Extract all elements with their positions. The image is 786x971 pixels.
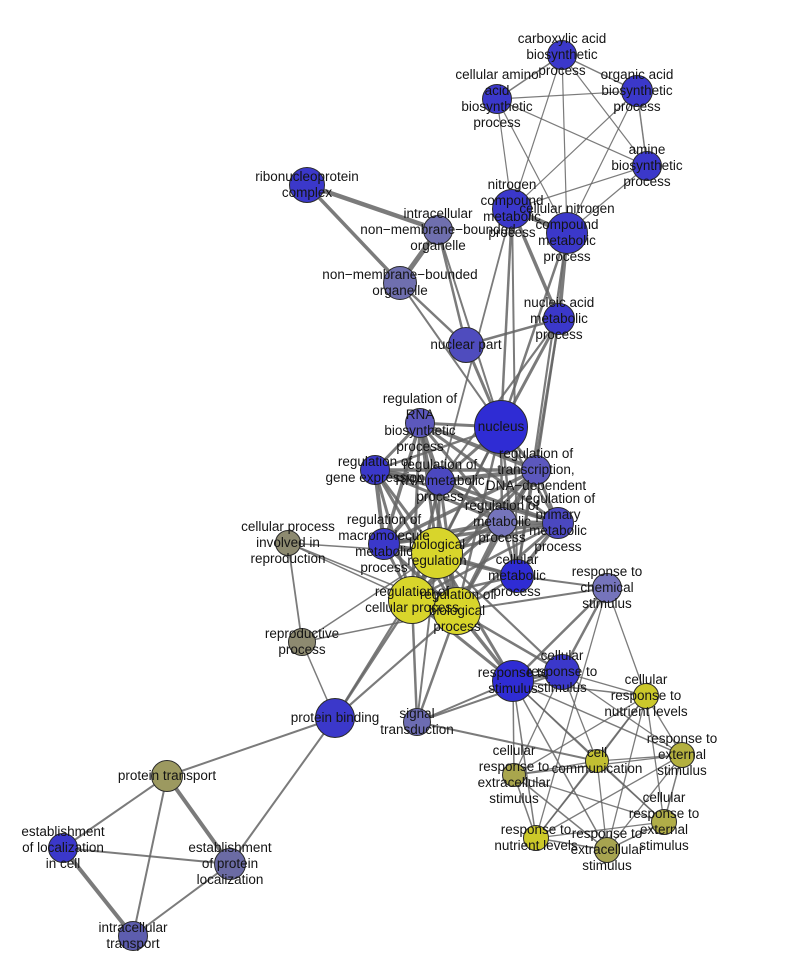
- node-biological-regulation[interactable]: [411, 527, 463, 579]
- edge-organic-acid-biosynthetic--cellular-nitrogen-compound-metabolic: [566, 90, 638, 234]
- edge-cellular-response-stimulus--cellular-response-extracellular: [513, 671, 563, 776]
- node-signal-transduction[interactable]: [403, 708, 431, 736]
- node-reg-rna-biosynthetic[interactable]: [405, 408, 435, 438]
- node-response-chemical[interactable]: [592, 573, 622, 603]
- node-ribonucleoprotein-complex[interactable]: [289, 167, 325, 203]
- node-cellular-process-reproduction[interactable]: [275, 530, 301, 556]
- node-nucleic-acid-metabolic[interactable]: [543, 303, 575, 335]
- edge-cellular-process-reproduction--reproductive-process: [287, 542, 303, 643]
- node-cellular-response-nutrient[interactable]: [633, 683, 659, 709]
- edge-organic-acid-biosynthetic--cellular-amino-acid-biosynthetic: [496, 90, 638, 100]
- edge-cellular-response-extracellular--cellular-response-external: [513, 774, 665, 823]
- edge-establishment-localization-cell--establishment-protein-localization: [62, 847, 231, 865]
- node-cellular-amino-acid-biosynthetic[interactable]: [482, 84, 512, 114]
- node-cell-communication[interactable]: [585, 749, 609, 773]
- edge-intracellular-transport--establishment-protein-localization: [132, 863, 231, 937]
- node-reg-macromolecule-metabolic[interactable]: [368, 528, 400, 560]
- edge-establishment-localization-cell--intracellular-transport: [61, 846, 135, 938]
- edge-reg-rna-metabolic--reg-primary-metabolic: [439, 479, 559, 525]
- edge-response-stimulus--response-extracellular: [512, 680, 608, 851]
- edge-cellular-response-external--response-nutrient: [535, 821, 665, 839]
- edge-carboxylic-acid-biosynthetic--cellular-nitrogen-compound-metabolic: [561, 54, 568, 234]
- edge-ribonucleoprotein-complex--intracellular-non-membrane-bounded-organelle: [306, 182, 439, 233]
- edge-cellular-response-nutrient--cellular-response-extracellular: [513, 695, 647, 776]
- edge-ribonucleoprotein-complex--non-membrane-bounded-organelle: [305, 183, 402, 285]
- node-intracellular-transport[interactable]: [118, 921, 148, 951]
- edge-response-chemical--response-nutrient: [535, 587, 608, 839]
- edge-protein-transport--establishment-localization-cell: [62, 775, 168, 849]
- edge-reproductive-process--reg-biological-process: [301, 610, 458, 643]
- node-nuclear-part[interactable]: [448, 327, 484, 363]
- edge-response-chemical--reg-biological-process: [456, 587, 608, 612]
- edge-cellular-amino-acid-biosynthetic--cellular-nitrogen-compound-metabolic: [496, 98, 568, 234]
- node-protein-binding[interactable]: [315, 698, 355, 738]
- edge-cellular-response-stimulus--biological-regulation: [436, 552, 563, 673]
- edge-response-stimulus--response-external: [512, 680, 683, 756]
- node-reg-primary-metabolic[interactable]: [542, 507, 574, 539]
- node-response-extracellular[interactable]: [594, 837, 620, 863]
- edge-protein-transport--establishment-protein-localization: [165, 774, 232, 866]
- node-cellular-response-external[interactable]: [651, 809, 677, 835]
- node-reg-biological-process[interactable]: [433, 587, 481, 635]
- node-non-membrane-bounded-organelle[interactable]: [383, 266, 417, 300]
- edge-nitrogen-compound-metabolic--nucleus: [499, 208, 514, 428]
- node-reg-transcription[interactable]: [521, 455, 551, 485]
- node-cellular-response-stimulus[interactable]: [544, 654, 580, 690]
- node-reg-gene-expression[interactable]: [360, 455, 390, 485]
- node-cellular-metabolic[interactable]: [500, 559, 534, 593]
- edge-nucleic-acid-metabolic--cellular-metabolic: [515, 318, 561, 577]
- node-reproductive-process[interactable]: [288, 628, 316, 656]
- edge-reg-rna-biosynthetic--reg-metabolic: [418, 422, 504, 523]
- edge-cellular-response-nutrient--response-extracellular: [606, 695, 647, 851]
- edge-nitrogen-compound-metabolic--cellular-metabolic: [511, 208, 518, 577]
- edge-signal-transduction--cell-communication: [416, 721, 598, 762]
- node-response-stimulus[interactable]: [492, 660, 534, 702]
- node-cellular-nitrogen-compound-metabolic[interactable]: [546, 212, 588, 254]
- node-reg-rna-metabolic[interactable]: [425, 466, 455, 496]
- node-cellular-response-extracellular[interactable]: [502, 763, 526, 787]
- edge-response-chemical--cellular-response-nutrient: [606, 587, 647, 697]
- node-amine-biosynthetic[interactable]: [632, 151, 662, 181]
- node-protein-transport[interactable]: [151, 760, 183, 792]
- edge-carboxylic-acid-biosynthetic--amine-biosynthetic: [561, 54, 648, 167]
- edge-amine-biosynthetic--nitrogen-compound-metabolic: [511, 165, 648, 210]
- node-establishment-protein-localization[interactable]: [214, 848, 246, 880]
- edge-cellular-amino-acid-biosynthetic--amine-biosynthetic: [496, 98, 648, 167]
- edge-response-stimulus--response-chemical: [512, 587, 608, 682]
- node-establishment-localization-cell[interactable]: [48, 833, 78, 863]
- edge-organic-acid-biosynthetic--nitrogen-compound-metabolic: [511, 90, 638, 210]
- edge-reg-transcription--reg-rna-metabolic: [439, 467, 537, 484]
- edge-response-stimulus--response-nutrient: [512, 680, 537, 839]
- node-intracellular-non-membrane-bounded-organelle[interactable]: [423, 215, 453, 245]
- edge-response-external--response-extracellular: [606, 754, 683, 851]
- edge-protein-binding--establishment-protein-localization: [229, 717, 336, 865]
- edge-cell-communication--response-nutrient: [535, 760, 598, 839]
- node-response-nutrient[interactable]: [523, 825, 549, 851]
- node-carboxylic-acid-biosynthetic[interactable]: [547, 40, 577, 70]
- node-organic-acid-biosynthetic[interactable]: [621, 75, 653, 107]
- edge-cellular-nitrogen-compound-metabolic--nucleus: [499, 232, 569, 428]
- edge-carboxylic-acid-biosynthetic--nitrogen-compound-metabolic: [511, 54, 563, 210]
- edge-cellular-response-extracellular--response-extracellular: [513, 774, 608, 851]
- edge-intracellular-non-membrane-bounded-organelle--nuclear-part: [436, 229, 468, 346]
- edge-cell-communication--response-extracellular: [596, 760, 608, 851]
- edge-cellular-response-nutrient--cellular-response-external: [645, 695, 665, 823]
- edge-protein-binding--reg-biological-process: [334, 610, 458, 719]
- node-nucleus[interactable]: [474, 400, 528, 454]
- node-reg-cellular-process[interactable]: [388, 576, 436, 624]
- edge-response-stimulus--cellular-response-nutrient: [512, 680, 647, 697]
- edge-protein-transport--protein-binding: [166, 717, 336, 777]
- node-response-external[interactable]: [669, 742, 695, 768]
- edge-response-external--response-nutrient: [535, 754, 683, 839]
- edge-signal-transduction--cellular-response-stimulus: [416, 671, 563, 723]
- edge-response-external--cell-communication: [596, 754, 683, 762]
- node-nitrogen-compound-metabolic[interactable]: [492, 189, 532, 229]
- edge-reproductive-process--biological-regulation: [301, 552, 438, 643]
- node-reg-metabolic[interactable]: [487, 507, 517, 537]
- edge-reg-primary-metabolic--reg-cellular-process: [411, 521, 559, 602]
- edge-cellular-response-stimulus--response-external: [561, 671, 683, 756]
